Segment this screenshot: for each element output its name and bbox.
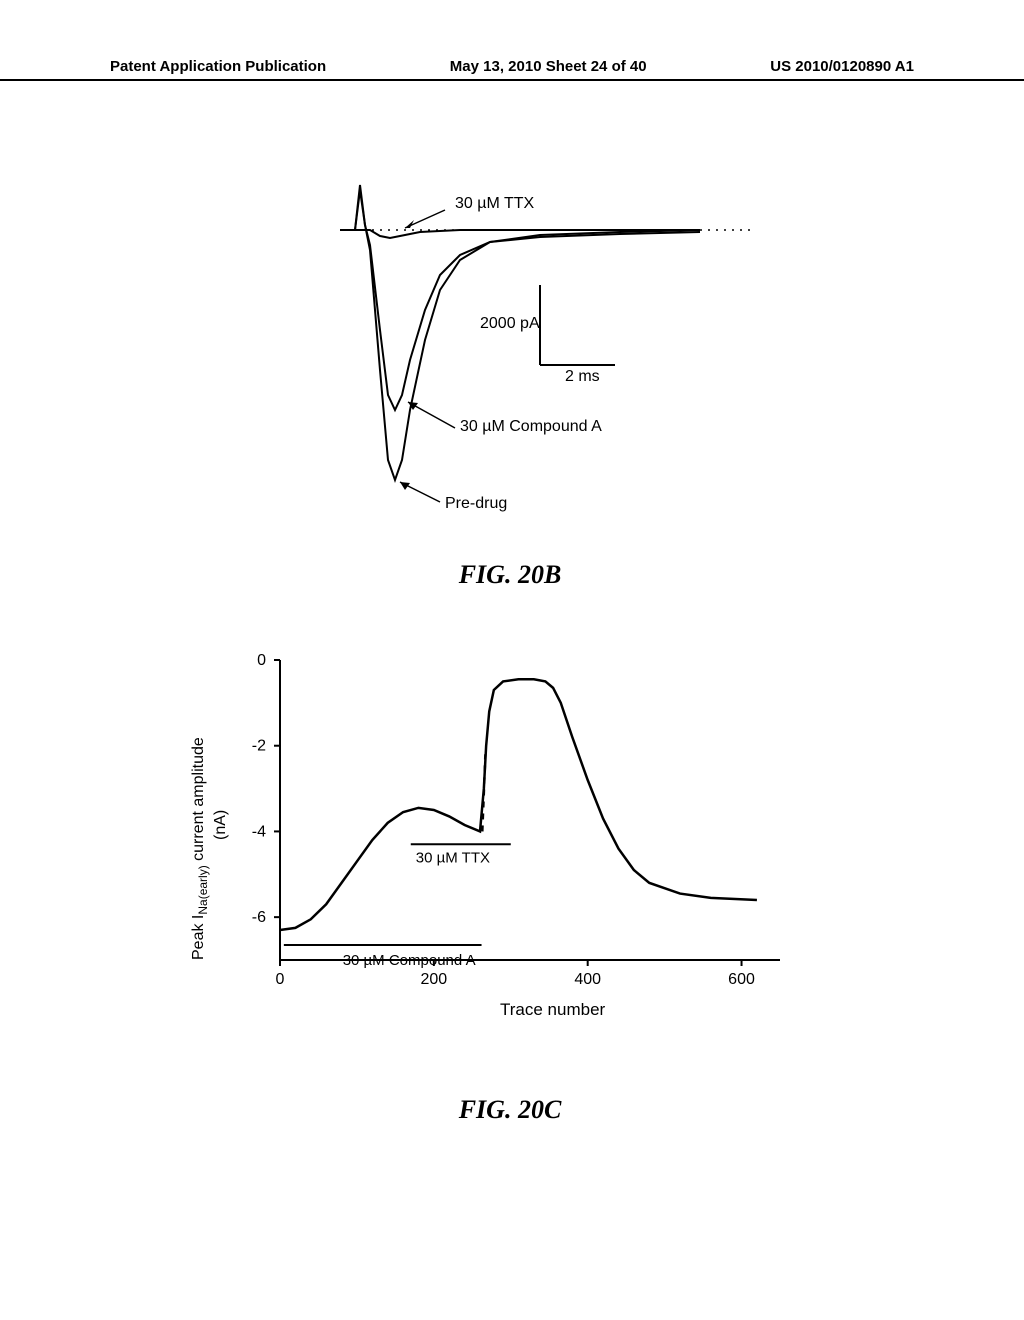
svg-text:30 µM Compound A: 30 µM Compound A xyxy=(343,952,476,969)
header-right: US 2010/0120890 A1 xyxy=(770,58,914,75)
svg-text:0: 0 xyxy=(276,971,285,988)
scalebar-x-label: 2 ms xyxy=(565,368,600,386)
svg-text:-4: -4 xyxy=(252,823,266,840)
fig-20b-svg xyxy=(320,160,770,530)
fig-20c: 0 -2 -4 -6 0 200 400 600 30 µM Compound A 30 µM T… xyxy=(150,640,830,1040)
svg-text:0: 0 xyxy=(257,652,266,669)
arrow-compA xyxy=(408,402,455,428)
label-predrug: Pre-drug xyxy=(445,495,507,513)
scale-bar xyxy=(540,285,615,365)
fig-20b: 30 µM TTX 2000 pA 2 ms 30 µM Compound A … xyxy=(320,160,770,560)
svg-text:400: 400 xyxy=(574,971,601,988)
header-left: Patent Application Publication xyxy=(110,58,326,75)
arrow-predrug xyxy=(400,482,440,502)
scalebar-y-label: 2000 pA xyxy=(480,315,540,333)
page-header: Patent Application Publication May 13, 2… xyxy=(0,58,1024,81)
svg-text:200: 200 xyxy=(420,971,447,988)
xlabel: Trace number xyxy=(500,1000,605,1020)
fig-20b-caption: FIG. 20B xyxy=(400,560,620,590)
label-compA: 30 µM Compound A xyxy=(460,418,602,436)
fig-20c-svg: 0 -2 -4 -6 0 200 400 600 30 µM Compound A 30 µM T… xyxy=(150,640,830,1020)
ylabel: Peak INa(early) current amplitude xyxy=(190,737,210,960)
arrow-ttx xyxy=(405,210,445,228)
svg-text:-6: -6 xyxy=(252,909,266,926)
trace-compound-a xyxy=(340,190,700,410)
svg-text:30 µM TTX: 30 µM TTX xyxy=(416,849,490,866)
header-center: May 13, 2010 Sheet 24 of 40 xyxy=(450,58,647,75)
svg-text:600: 600 xyxy=(728,971,755,988)
ylabel-unit: (nA) xyxy=(212,810,230,840)
svg-text:-2: -2 xyxy=(252,738,266,755)
label-ttx: 30 µM TTX xyxy=(455,195,534,213)
fig-20c-caption: FIG. 20C xyxy=(400,1095,620,1125)
